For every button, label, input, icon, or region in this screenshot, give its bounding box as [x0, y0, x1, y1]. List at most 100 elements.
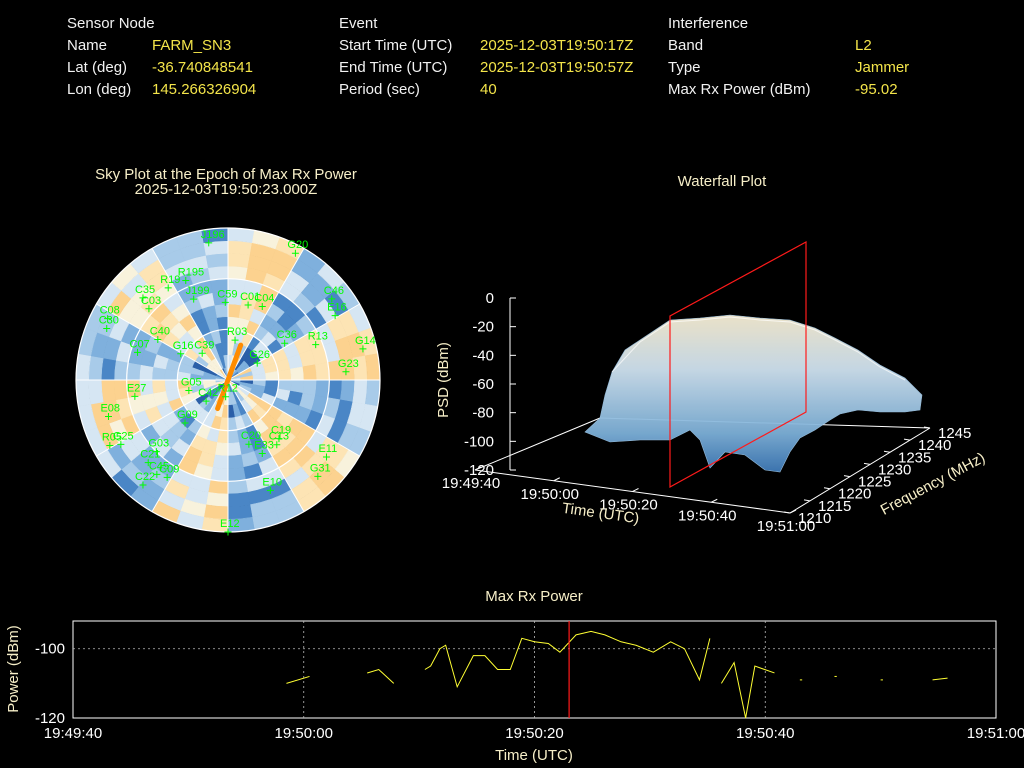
psd-tick-label: -40 [472, 347, 494, 364]
frequency-tick-label: 1245 [938, 425, 971, 442]
satellite-plus-icon [190, 295, 198, 303]
satellite-label: R12 [218, 383, 238, 395]
time-tick-label: 19:50:20 [599, 497, 657, 514]
satellite-marker: C13 [269, 431, 289, 449]
skyplot-subtitle: 2025-12-03T19:50:23.000Z [134, 181, 318, 198]
start-time-value: 2025-12-03T19:50:17Z [480, 37, 634, 54]
frequency-tick-label: 1215 [818, 498, 851, 515]
type-label: Type [668, 59, 701, 76]
skyplot-cell [88, 379, 104, 405]
satellite-label: G05 [181, 376, 202, 388]
skyplot-cell [113, 359, 129, 381]
skyplot-cell [227, 467, 246, 482]
skyplot-cell [164, 379, 179, 392]
satellite-marker: C30 [99, 315, 119, 333]
satellite-marker: C09 [159, 463, 179, 481]
psd-tick-label: -120 [464, 462, 494, 479]
satellite-label: E12 [220, 518, 240, 530]
satellite-marker: E08 [100, 403, 120, 421]
skyplot-cell [277, 368, 292, 381]
satellite-plus-icon [181, 419, 189, 427]
end-time-label: End Time (UTC) [339, 59, 448, 76]
satellite-marker: C03 [141, 295, 161, 313]
skyplot-azimuth-line [227, 379, 305, 512]
skyplot-azimuth-line [151, 248, 229, 381]
satellite-marker: E12 [220, 518, 240, 536]
time-tick [632, 488, 639, 492]
satellite-marker: C04 [254, 293, 274, 311]
satellite-plus-icon [281, 339, 289, 347]
frequency-tick-label: 1230 [878, 461, 911, 478]
satellite-label: G25 [113, 430, 134, 442]
satellite-plus-icon [231, 336, 239, 344]
power-title: Max Rx Power [485, 588, 583, 605]
power-axis-label: Power (dBm) [5, 625, 22, 713]
power-tick-label: -100 [35, 641, 65, 658]
satellite-label: G03 [148, 438, 169, 450]
frequency-tick [923, 426, 931, 429]
satellite-label: C40 [150, 325, 170, 337]
satellite-label: R13 [308, 331, 328, 343]
satellite-label: R03 [227, 326, 247, 338]
skyplot-heatmap [75, 227, 381, 533]
power-time-tick-label: 19:51:00 [967, 725, 1024, 742]
frequency-tick [863, 462, 871, 465]
skyplot-cell [290, 366, 305, 381]
satellite-label: C21 [140, 449, 160, 461]
satellite-label: C45 [149, 460, 169, 472]
power-trace-segment [720, 661, 775, 719]
satellite-marker: C35 [135, 284, 155, 302]
frequency-tick-label: 1210 [798, 510, 831, 527]
satellite-label: E10 [262, 476, 282, 488]
frequency-tick [843, 475, 851, 478]
satellite-marker: C22 [135, 471, 155, 489]
satellite-plus-icon [152, 448, 160, 456]
skyplot-cell [214, 303, 229, 318]
skyplot-cell [227, 240, 253, 256]
satellite-label: C03 [141, 295, 161, 307]
event-heading: Event [339, 15, 378, 32]
satellite-label: E27 [127, 382, 147, 394]
satellite-plus-icon [253, 359, 261, 367]
satellite-marker: J196 [201, 229, 225, 247]
satellite-label: E11 [318, 443, 337, 455]
psd-tick-label: 0 [486, 290, 494, 307]
skyplot-azimuth-line [96, 303, 229, 381]
frequency-tick [883, 450, 891, 453]
skyplot-cell [227, 479, 249, 495]
satellite-plus-icon [144, 459, 152, 467]
skyplot-cell [207, 479, 229, 495]
satellite-marker: R03 [227, 326, 247, 344]
satellite-label: C59 [217, 288, 237, 300]
satellite-marker: G14 [355, 335, 376, 353]
satellite-marker: C36 [277, 329, 297, 347]
skyplot-cell [339, 379, 355, 403]
skyplot-cell [302, 379, 317, 396]
satellite-plus-icon [328, 295, 336, 303]
frequency-tick-label: 1240 [918, 437, 951, 454]
type-value: Jammer [855, 59, 910, 76]
power-grid [73, 621, 996, 718]
end-time-value: 2025-12-03T19:50:57Z [480, 59, 634, 76]
satellite-marker: G16 [173, 340, 194, 358]
satellite-marker: E10 [262, 476, 282, 494]
satellite-label: C19 [271, 425, 291, 437]
satellite-label: R19 [160, 274, 180, 286]
power-time-axis-label: Time (UTC) [495, 747, 573, 764]
skyplot-azimuth-line [227, 248, 305, 381]
satellite-plus-icon [258, 303, 266, 311]
skyplot-chart: J196G20C46E16G14G23R13C36C04C01C59R195R1… [75, 227, 381, 536]
skyplot-cell [101, 379, 117, 403]
name-label: Name [67, 37, 108, 54]
satellite-plus-icon [266, 486, 274, 494]
satellite-marker: C08 [100, 305, 120, 323]
lon-label: Lon (deg) [67, 81, 132, 98]
satellite-marker: C59 [217, 288, 237, 306]
satellite-marker: R195 [178, 267, 204, 285]
satellite-plus-icon [202, 397, 210, 405]
satellite-label: R05 [102, 432, 122, 444]
satellite-marker: G23 [338, 358, 359, 376]
power-tick-label: -120 [35, 710, 65, 727]
time-tick [711, 498, 718, 503]
skyplot-azimuth-line [151, 379, 229, 512]
